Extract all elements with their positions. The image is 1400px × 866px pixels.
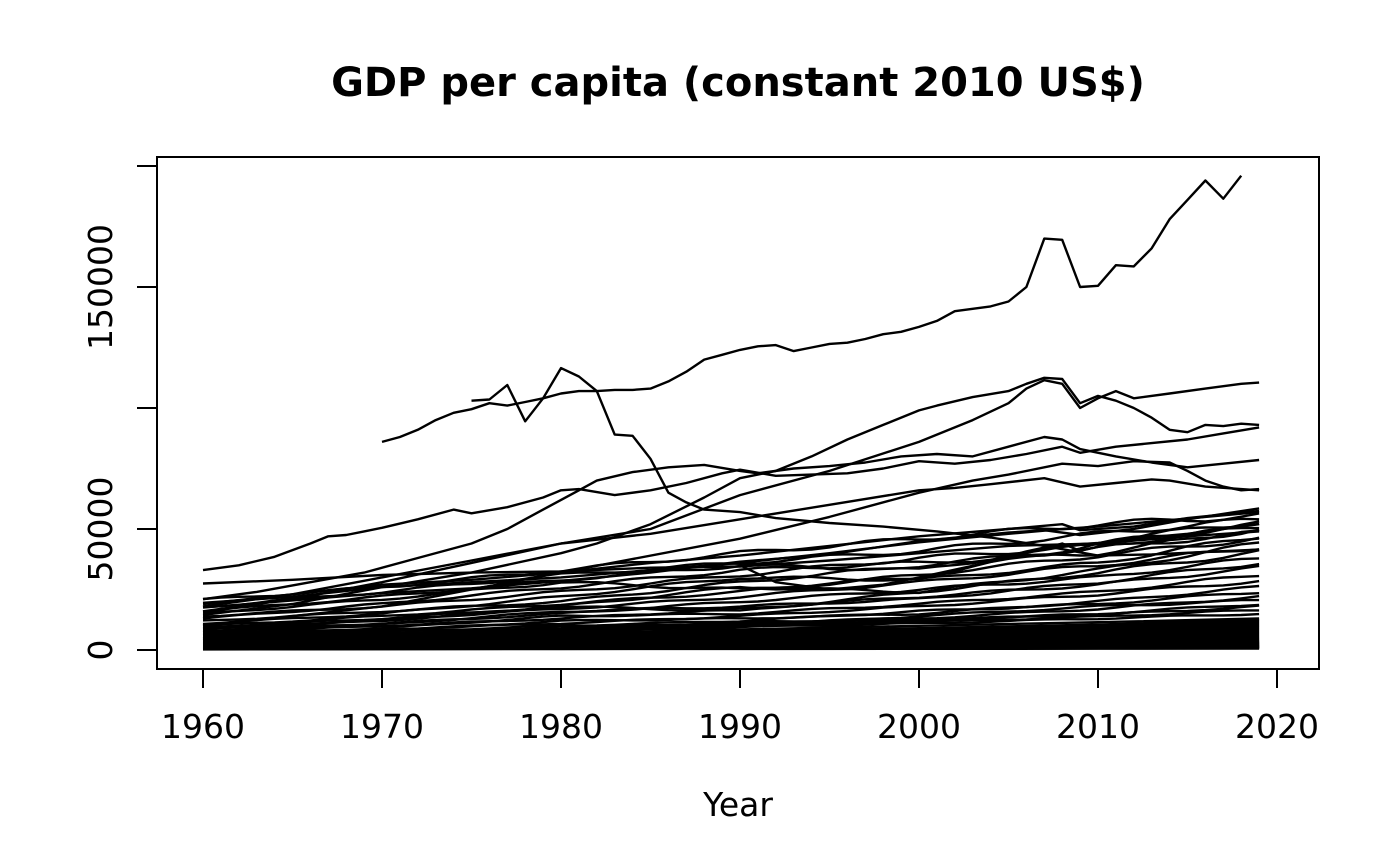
y-tick-label-150: 150000	[81, 224, 120, 350]
y-axis: 0 50000 150000	[81, 165, 157, 661]
country-line-band-17	[202, 579, 1260, 637]
country-line-band-9	[202, 536, 1260, 627]
country-line-unlabeled-line-01-highest	[381, 174, 1243, 444]
y-tick-label-0: 0	[81, 640, 120, 661]
x-axis: 1960 1970 1980 1990 2000 2010 2020	[161, 669, 1319, 746]
chart-title: GDP per capita (constant 2010 US$)	[331, 60, 1145, 106]
country-line-unlabeled-line-10	[202, 509, 1260, 606]
country-line-unlabeled-line-03-riser-peak-2007	[202, 376, 1260, 617]
plot-border	[156, 156, 1320, 670]
country-line-band-20	[202, 594, 1260, 640]
country-line-band-5	[202, 526, 1260, 618]
country-line-mass-35	[202, 647, 1260, 651]
x-tick-label-2000: 2000	[877, 707, 961, 746]
country-line-band-11	[202, 548, 1260, 630]
x-tick-label-1970: 1970	[340, 707, 424, 746]
country-line-band-6	[202, 528, 1260, 620]
country-line-band-8	[202, 537, 1260, 626]
x-tick-label-2020: 2020	[1235, 707, 1319, 746]
country-line-unlabeled-line-08	[202, 460, 1260, 627]
x-tick-label-1960: 1960	[161, 707, 245, 746]
y-tick-label-50: 50000	[81, 477, 120, 582]
country-line-band-7	[202, 529, 1260, 622]
country-line-band-2	[202, 517, 1260, 609]
country-line-unlabeled-line-06-steady-high	[202, 426, 1260, 572]
x-tick-label-1990: 1990	[698, 707, 782, 746]
country-line-unlabeled-line-05-arc-mid	[202, 435, 1260, 601]
x-tick-label-1980: 1980	[519, 707, 603, 746]
x-tick-label-2010: 2010	[1056, 707, 1140, 746]
series-lines-layer	[202, 174, 1260, 651]
country-line-band-12	[202, 549, 1260, 631]
x-axis-title: Year	[702, 785, 773, 824]
country-line-band-15	[202, 564, 1260, 634]
country-line-band-1	[202, 512, 1260, 601]
country-line-band-14	[202, 562, 1260, 634]
